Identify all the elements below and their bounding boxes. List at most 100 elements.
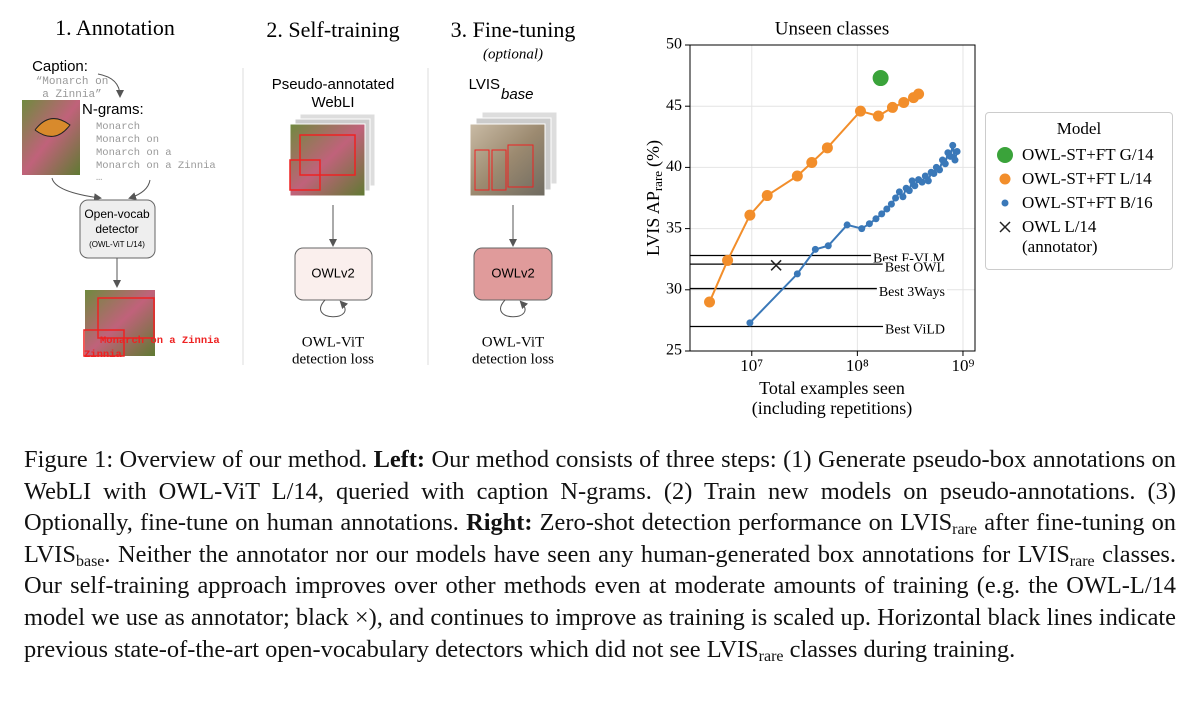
y-axis-label: LVIS APrare (%)	[643, 140, 665, 256]
y-axis-label-unit: (%)	[643, 140, 664, 167]
reference-label-bg	[883, 323, 947, 338]
y-axis-label-text: LVIS AP	[643, 191, 663, 256]
point	[722, 254, 734, 266]
x-tick-label: 10⁹	[951, 356, 974, 375]
point	[924, 177, 932, 185]
y-tick-label: 50	[666, 36, 682, 53]
y-tick-label: 25	[666, 342, 682, 359]
box	[507, 144, 534, 188]
reference-label-bg	[882, 261, 947, 276]
legend-swatch	[999, 173, 1011, 185]
point	[911, 182, 919, 190]
ngram: Monarch on	[96, 134, 159, 146]
caption-text: after fine-tuning on LVIS	[24, 509, 1176, 568]
detector-label: detector	[95, 222, 138, 236]
point	[936, 166, 944, 174]
box-label: Monarch on a Zinnia	[100, 335, 220, 347]
input-sub: base	[501, 86, 534, 103]
box	[299, 134, 356, 176]
loop-arrow	[320, 299, 349, 318]
point	[899, 193, 907, 201]
y-tick-label: 30	[666, 280, 682, 297]
caption-bold: Right:	[466, 509, 533, 537]
caption-text: Our method consists of three steps: (1) …	[24, 446, 1176, 537]
box	[97, 297, 155, 339]
box	[491, 149, 507, 191]
legend-entry: OWL L/14 (annotator)	[994, 217, 1164, 257]
model-box	[473, 247, 553, 301]
point	[872, 215, 880, 223]
cross-marker	[770, 259, 782, 271]
cross-stroke	[770, 259, 782, 271]
caption-text: Zero-shot detection performance on LVIS	[532, 509, 953, 537]
caption-subscript: rare	[1069, 552, 1095, 570]
caption-text: “Monarch on	[36, 76, 109, 88]
legend: Model OWL-ST+FT G/14 OWL-ST+FT L/14 OWL-ST…	[985, 112, 1173, 270]
point	[821, 142, 833, 154]
point	[930, 170, 938, 178]
x-axis-label: (including repetitions)	[752, 398, 912, 419]
y-tick-label: 45	[666, 97, 682, 114]
loss-label: detection loss	[292, 351, 374, 367]
step-note: (optional)	[483, 46, 543, 62]
legend-label: OWL-ST+FT L/14	[1022, 169, 1152, 188]
y-axis-label-sub: rare	[650, 171, 665, 191]
point	[791, 170, 803, 182]
legend-swatch	[997, 147, 1013, 163]
detector-label: Open-vocab	[84, 207, 150, 221]
reference-label-bg	[876, 285, 947, 300]
caption-subscript: rare	[758, 647, 784, 665]
point	[892, 194, 900, 202]
image	[85, 290, 155, 356]
point	[824, 242, 832, 250]
point	[883, 205, 891, 213]
point	[744, 209, 756, 221]
point	[918, 178, 926, 186]
cross-marker	[999, 221, 1011, 233]
model-box	[294, 247, 373, 301]
plot-frame	[689, 44, 976, 352]
legend-label: OWL-ST+FT G/14	[1022, 145, 1154, 164]
point	[872, 70, 889, 87]
point	[951, 156, 959, 164]
point	[878, 210, 886, 218]
legend-label: OWL L/14 (annotator)	[1022, 217, 1098, 256]
point	[898, 97, 910, 109]
point	[913, 88, 925, 100]
point	[746, 319, 754, 327]
input-label: LVIS	[469, 76, 500, 93]
ngram: …	[96, 172, 102, 184]
detector-label: (OWL-ViT L/14)	[89, 240, 145, 249]
x-tick-label: 10⁷	[740, 356, 763, 375]
chart: Unseen classes LVIS APrare (%) Total exam…	[643, 18, 976, 419]
point	[949, 141, 957, 149]
box-label: Zinnia	[84, 349, 123, 361]
point	[886, 101, 898, 113]
caption-subscript: rare	[952, 521, 978, 539]
point	[793, 270, 801, 278]
legend-entry: OWL-ST+FT G/14	[994, 145, 1164, 165]
figure: 1. Annotation Caption: “Monarch on a Zin…	[22, 15, 976, 419]
chart-title: Unseen classes	[775, 18, 890, 39]
point	[887, 200, 895, 208]
legend-entry: OWL-ST+FT L/14	[994, 169, 1164, 189]
model-label: OWLv2	[311, 265, 354, 280]
ngrams-label: N-grams:	[82, 101, 144, 118]
caption-text: a Zinnia”	[42, 89, 101, 101]
point	[999, 173, 1011, 185]
caption-label: Caption:	[32, 58, 88, 75]
point	[806, 157, 818, 169]
legend-swatch	[999, 221, 1011, 233]
x-axis-label: Total examples seen	[759, 378, 905, 398]
box	[289, 159, 321, 191]
point	[872, 110, 884, 122]
cross-stroke	[999, 221, 1011, 233]
legend-entry: OWL-ST+FT B/16	[994, 193, 1164, 213]
ngram: Monarch on a Zinnia	[96, 160, 216, 172]
ngram: Monarch on a	[96, 147, 172, 159]
y-tick-label: 35	[666, 219, 682, 236]
point	[858, 225, 866, 233]
x-tick-label: 10⁸	[846, 356, 869, 375]
model-label: OWLv2	[491, 265, 534, 280]
